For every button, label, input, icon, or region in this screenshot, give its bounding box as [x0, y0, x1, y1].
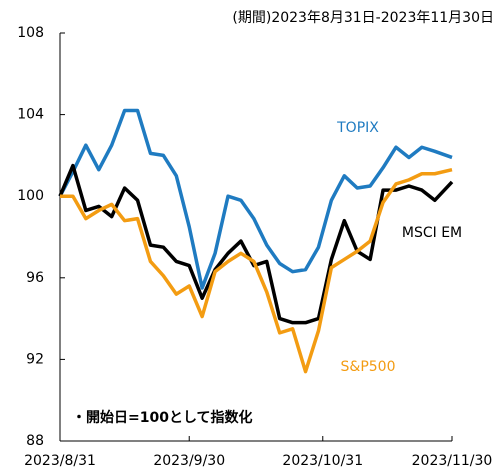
y-tick-label: 100 [17, 188, 44, 204]
series-label: MSCI EM [402, 225, 462, 241]
series-line [60, 167, 453, 374]
series-label: TOPIX [336, 120, 379, 136]
y-tick-label: 96 [26, 270, 44, 286]
x-tick-label: 2023/9/30 [153, 453, 225, 469]
series-label: S&P500 [341, 359, 396, 375]
y-tick-label: 108 [17, 25, 44, 41]
x-tick-label: 2023/10/31 [282, 453, 363, 469]
chart-subtitle: (期間)2023年8月31日-2023年11月30日 [232, 10, 494, 26]
x-tick-label: 2023/8/31 [24, 453, 96, 469]
y-tick-label: 92 [26, 351, 44, 367]
y-tick-label: 88 [26, 433, 44, 449]
series-line [58, 108, 453, 290]
note: ・開始日=100として指数化 [72, 409, 253, 426]
x-tick-label: 2023/11/30 [412, 453, 493, 469]
y-tick-label: 104 [17, 107, 44, 123]
